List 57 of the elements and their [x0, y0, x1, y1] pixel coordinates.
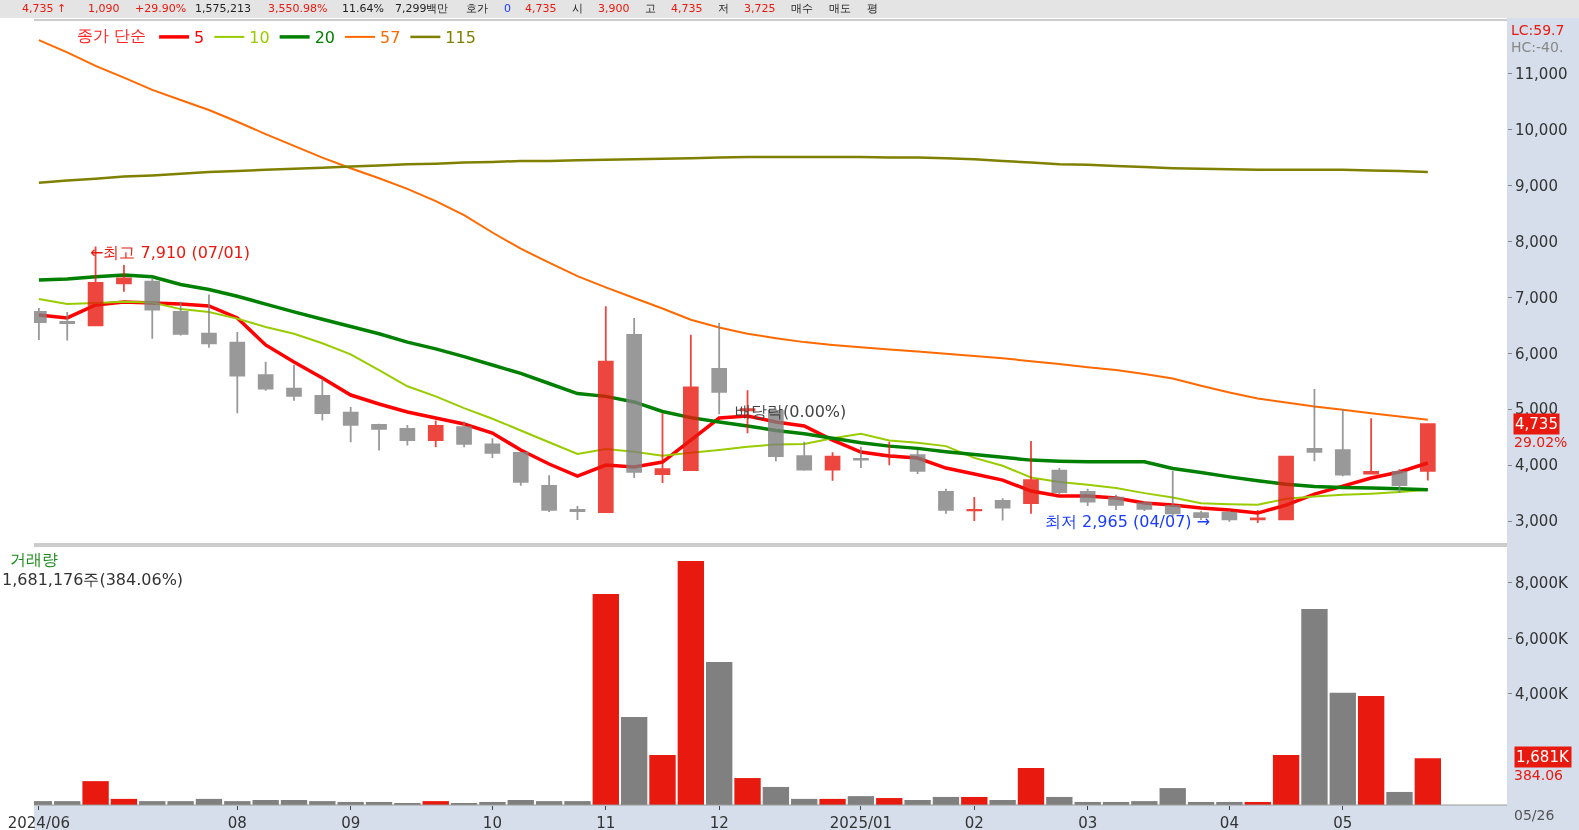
y-tick-label: 8,000 — [1515, 232, 1558, 251]
text: 4,735 ↑ — [22, 2, 67, 15]
text: 0 — [504, 2, 511, 15]
text: 05/26 — [1514, 807, 1555, 823]
text: 평 — [867, 2, 878, 15]
y-tick-label: 10,000 — [1515, 120, 1568, 139]
text: 1,575,213 — [195, 2, 251, 15]
legend-title: 종가 단순 — [77, 25, 147, 45]
text: 3,725 — [744, 2, 776, 15]
legend-label: 10 — [249, 28, 270, 48]
annotation: 최저 2,965 (04/07) → — [1045, 512, 1211, 531]
y-tick-label: 4,000K — [1515, 685, 1569, 704]
legend-label: 5 — [194, 28, 205, 48]
text: 3,550.98% — [268, 2, 328, 15]
text: 1,681,176주(384.06%) — [2, 570, 184, 589]
text: 4,735 — [1515, 415, 1558, 433]
y-tick-label: 7,000 — [1515, 288, 1558, 307]
text: 1,681K — [1516, 748, 1570, 766]
chart-title: 거래량 — [10, 550, 58, 569]
y-tick-label: 6,000 — [1515, 344, 1558, 363]
y-tick-label: 3,000 — [1515, 512, 1558, 531]
y-tick-label: 4,000 — [1515, 456, 1558, 475]
y-tick-label: 8,000K — [1515, 574, 1569, 593]
text: 매수 — [791, 2, 813, 15]
text: 29.02% — [1514, 434, 1568, 450]
legend-label: 20 — [314, 28, 335, 48]
text: 저 — [718, 2, 729, 15]
text: HC:-40. — [1511, 39, 1564, 55]
x-tick-label: 10 — [482, 814, 502, 830]
y-tick-label: 9,000 — [1515, 176, 1558, 195]
x-tick-label: 04 — [1219, 814, 1239, 830]
x-tick-label: 11 — [596, 814, 616, 830]
x-tick-label: 12 — [709, 814, 729, 830]
legend-label: 57 — [380, 28, 401, 48]
text: +29.90% — [135, 2, 187, 15]
text: 7,299백만 — [395, 2, 449, 15]
text: 호가 — [466, 2, 488, 15]
x-tick-label: 02 — [964, 814, 984, 830]
x-tick-label: 03 — [1078, 814, 1098, 830]
text: 384.06 — [1514, 767, 1564, 783]
y-tick-label: 11,000 — [1515, 64, 1568, 83]
text: 1,090 — [88, 2, 120, 15]
text: LC:59.7 — [1511, 22, 1565, 38]
y-tick-label: 6,000K — [1515, 629, 1569, 648]
text: 11.64% — [342, 2, 384, 15]
text: 3,900 — [598, 2, 630, 15]
text: 4,735 — [671, 2, 703, 15]
x-tick-label: 2025/01 — [829, 814, 893, 830]
x-tick-label: 09 — [341, 814, 361, 830]
x-tick-label: 08 — [227, 814, 247, 830]
text: 고 — [645, 2, 656, 15]
x-tick-label: 05 — [1333, 814, 1353, 830]
text: 매도 — [829, 2, 851, 15]
x-tick-label: 2024/06 — [7, 814, 71, 830]
legend-label: 115 — [445, 28, 476, 48]
text: 4,735 — [525, 2, 557, 15]
text: 시 — [572, 2, 583, 15]
